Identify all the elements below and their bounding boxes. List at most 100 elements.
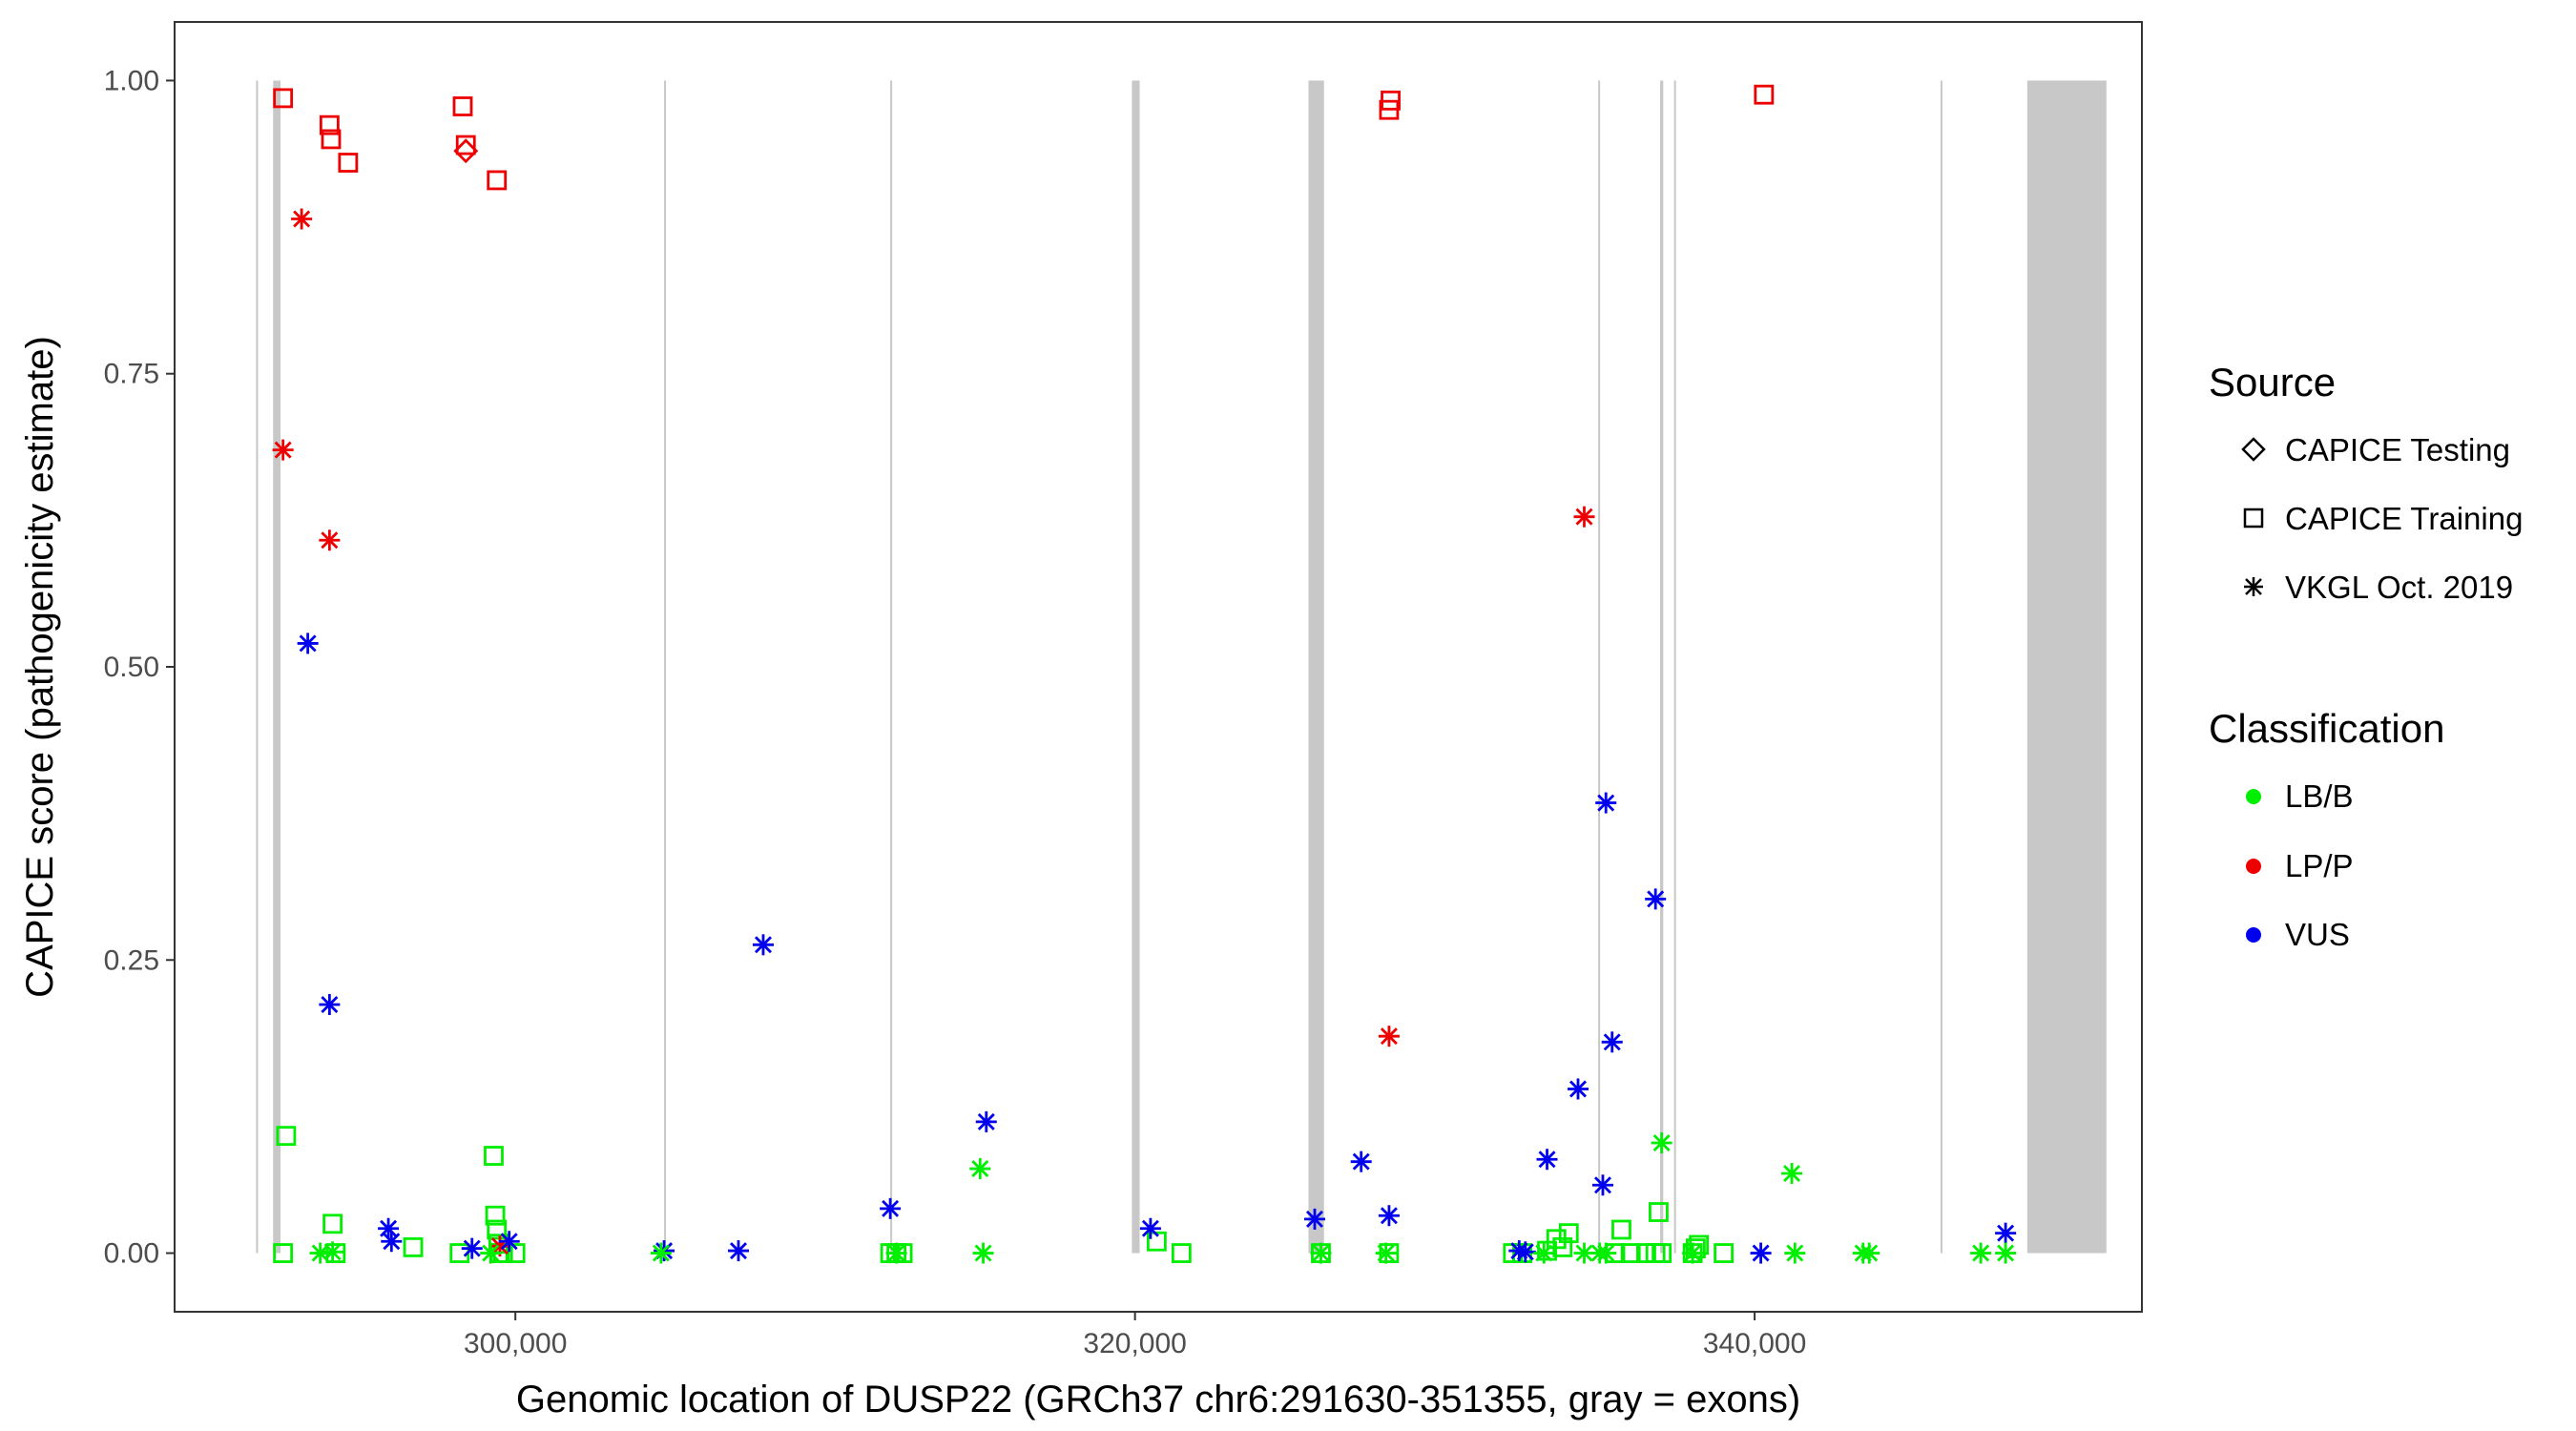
exon-band	[256, 80, 259, 1254]
x-axis-tick-label: 340,000	[1703, 1328, 1806, 1359]
data-point-asterisk	[1375, 1242, 1397, 1264]
data-point-asterisk	[381, 1231, 403, 1253]
data-point-asterisk	[297, 633, 319, 654]
data-point-square	[322, 1213, 343, 1234]
data-point-square	[273, 1243, 294, 1263]
data-point-asterisk	[498, 1231, 520, 1253]
legend-class-title: Classification	[2209, 706, 2444, 751]
data-point-asterisk	[480, 1242, 502, 1264]
data-point-square	[1558, 1223, 1579, 1244]
legend-label-lbb: LB/B	[2285, 778, 2354, 814]
data-point-square	[455, 135, 476, 156]
data-point-asterisk	[975, 1110, 997, 1132]
data-point-square	[1652, 1243, 1672, 1263]
data-point-asterisk	[1750, 1242, 1772, 1264]
data-point-square	[276, 1126, 297, 1147]
y-axis-tick-label: 0.50	[104, 652, 159, 683]
x-axis-title: Genomic location of DUSP22 (GRCh37 chr6:…	[516, 1379, 1800, 1421]
data-point-diamond	[453, 138, 479, 164]
x-axis-tick-label: 320,000	[1083, 1328, 1186, 1359]
exon-band	[1940, 80, 1942, 1254]
axes: 300,000 320,000 340,000 0.00 0.25 0.50 0.75 1.0…	[104, 65, 1807, 1359]
data-point-square	[1620, 1243, 1641, 1263]
data-point-asterisk	[1573, 506, 1595, 528]
y-axis-title: CAPICE score (pathogenicity estimate)	[19, 336, 61, 998]
data-point-asterisk	[291, 208, 313, 230]
y-axis-tick-label: 0.75	[104, 359, 159, 390]
data-point-square	[403, 1237, 424, 1257]
data-point-square	[452, 96, 473, 116]
data-point-asterisk	[1310, 1242, 1332, 1264]
legend-asterisk-icon	[2244, 577, 2263, 596]
exon-layer	[256, 80, 2107, 1254]
data-point-asterisk	[1995, 1242, 2017, 1264]
data-point-asterisk	[1568, 1078, 1589, 1100]
data-point-square	[484, 1146, 504, 1166]
data-point-asterisk	[752, 934, 774, 956]
data-point-square	[338, 153, 359, 173]
data-point-asterisk	[1651, 1132, 1672, 1154]
data-point-asterisk	[1533, 1242, 1555, 1264]
y-axis-tick-label: 1.00	[104, 65, 159, 96]
exon-band	[1598, 80, 1601, 1254]
data-point-asterisk	[1536, 1149, 1558, 1171]
data-point-asterisk	[319, 993, 341, 1015]
data-point-square	[319, 114, 340, 135]
data-point-asterisk	[461, 1237, 483, 1259]
legend-square-icon	[2243, 508, 2264, 529]
data-point-asterisk	[969, 1158, 991, 1180]
data-point-asterisk	[727, 1240, 749, 1262]
x-axis-tick-label: 300,000	[464, 1328, 567, 1359]
data-point-asterisk	[1859, 1242, 1880, 1264]
legend: Source CAPICE Testing CAPICE Training VK…	[2209, 360, 2523, 952]
legend-label-vkgl: VKGL Oct. 2019	[2285, 570, 2513, 605]
data-point-asterisk	[1682, 1242, 1704, 1264]
data-point-square	[1649, 1202, 1669, 1222]
exon-band	[890, 80, 893, 1254]
data-point-square	[273, 88, 294, 109]
data-point-square	[321, 129, 342, 150]
y-axis-tick-label: 0.25	[104, 944, 159, 976]
data-point-square	[1381, 90, 1401, 111]
legend-source-items: CAPICE Testing CAPICE Training VKGL Oct.…	[2241, 432, 2523, 605]
exon-band	[1673, 80, 1676, 1254]
data-point-square	[485, 1205, 506, 1226]
data-point-asterisk	[1781, 1162, 1803, 1184]
data-point-asterisk	[1514, 1241, 1536, 1263]
data-point-asterisk	[1601, 1031, 1623, 1053]
data-point-asterisk	[1378, 1205, 1400, 1227]
legend-dot-icon	[2246, 927, 2261, 943]
legend-source-title: Source	[2209, 360, 2336, 404]
data-point-asterisk	[272, 439, 294, 461]
data-point-asterisk	[1784, 1242, 1806, 1264]
data-point-asterisk	[1591, 1174, 1613, 1196]
legend-label-vus: VUS	[2285, 917, 2350, 952]
data-point-asterisk	[880, 1197, 902, 1219]
data-point-square	[487, 1219, 508, 1240]
legend-label-capice-training: CAPICE Training	[2285, 501, 2523, 536]
exon-band	[1660, 80, 1664, 1254]
data-point-square	[1754, 84, 1775, 105]
data-points	[272, 84, 2017, 1264]
legend-class-items: LB/B LP/P VUS	[2246, 778, 2354, 952]
legend-diamond-icon	[2241, 437, 2266, 462]
data-point-asterisk	[885, 1242, 907, 1264]
data-point-square	[1714, 1243, 1735, 1263]
data-point-asterisk	[972, 1242, 994, 1264]
data-point-asterisk	[1645, 888, 1667, 910]
data-point-square	[1171, 1243, 1192, 1263]
data-point-asterisk	[322, 1241, 343, 1263]
exon-band	[273, 80, 281, 1254]
data-point-asterisk	[1595, 1242, 1617, 1264]
data-point-square	[1552, 1237, 1573, 1257]
data-point-asterisk	[1303, 1208, 1325, 1230]
legend-label-lpp: LP/P	[2285, 848, 2354, 883]
data-point-asterisk	[319, 529, 341, 551]
data-point-asterisk	[1970, 1242, 1992, 1264]
data-point-asterisk	[1995, 1222, 2017, 1244]
data-point-asterisk	[1139, 1217, 1161, 1239]
legend-label-capice-testing: CAPICE Testing	[2285, 432, 2510, 467]
data-point-asterisk	[378, 1217, 400, 1239]
